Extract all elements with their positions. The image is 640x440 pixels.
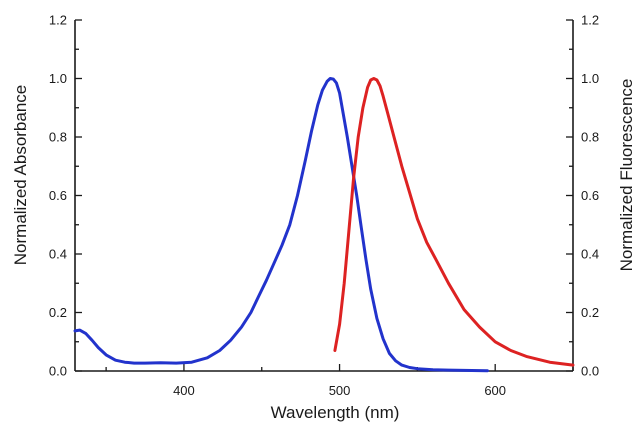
y-right-tick-label: 0.8 bbox=[581, 130, 599, 145]
x-tick-label: 600 bbox=[484, 383, 506, 398]
y-left-tick-label: 0.4 bbox=[49, 247, 67, 262]
y-axis-right-title: Normalized Fluorescence bbox=[617, 79, 636, 272]
y-left-tick-label: 1.0 bbox=[49, 71, 67, 86]
y-left-tick-label: 1.2 bbox=[49, 13, 67, 28]
x-axis-title: Wavelength (nm) bbox=[271, 403, 400, 422]
y-right-tick-label: 1.2 bbox=[581, 13, 599, 28]
y-left-tick-label: 0.6 bbox=[49, 188, 67, 203]
y-left-tick-label: 0.0 bbox=[49, 364, 67, 379]
y-right-tick-label: 0.6 bbox=[581, 188, 599, 203]
y-left-tick-label: 0.2 bbox=[49, 305, 67, 320]
y-right-tick-label: 1.0 bbox=[581, 71, 599, 86]
absorbance-curve bbox=[73, 77, 489, 373]
x-tick-label: 400 bbox=[173, 383, 195, 398]
series-layer bbox=[73, 77, 575, 373]
fluorescence-curve bbox=[333, 77, 575, 367]
y-left-tick-label: 0.8 bbox=[49, 130, 67, 145]
y-right-tick-label: 0.4 bbox=[581, 247, 599, 262]
x-tick-label: 500 bbox=[329, 383, 351, 398]
y-right-tick-label: 0.0 bbox=[581, 364, 599, 379]
y-axis-left-title: Normalized Absorbance bbox=[11, 85, 30, 265]
axes: 0.0 0.0 0.2 0.2 0.4 0.4 0.6 0.6 0.8 0.8 1.0 1.0 1.2 1… bbox=[49, 13, 599, 399]
y-right-tick-label: 0.2 bbox=[581, 305, 599, 320]
